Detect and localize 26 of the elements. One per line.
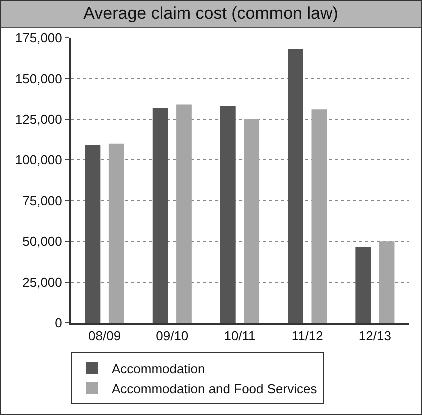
bar [85,145,101,323]
y-tick-label: 125,000 [15,112,62,127]
y-tick-label: 0 [55,316,62,331]
bar [312,110,328,323]
legend-label: Accommodation [112,362,206,377]
bar [244,119,260,323]
y-tick-label: 50,000 [22,234,62,250]
bar [176,104,192,323]
y-tick-label: 175,000 [15,30,62,46]
bar [152,108,168,323]
x-tick-label: 11/12 [292,328,324,344]
x-tick-label: 08/09 [88,328,122,344]
y-tick-label: 75,000 [22,193,62,208]
bar [379,242,395,323]
legend-label: Accommodation and Food Services [112,382,318,397]
bar [108,144,124,323]
bar [288,49,304,323]
x-tick-label: 09/10 [156,328,189,344]
chart-title: Average claim cost (common law) [1,1,421,28]
y-tick-label: 150,000 [15,71,62,86]
y-tick-label: 25,000 [22,274,62,290]
bar [356,247,372,323]
x-tick-label: 12/13 [358,328,392,344]
bar [220,106,236,323]
y-tick-label: 100,000 [15,152,62,168]
x-tick-label: 10/11 [224,328,256,344]
